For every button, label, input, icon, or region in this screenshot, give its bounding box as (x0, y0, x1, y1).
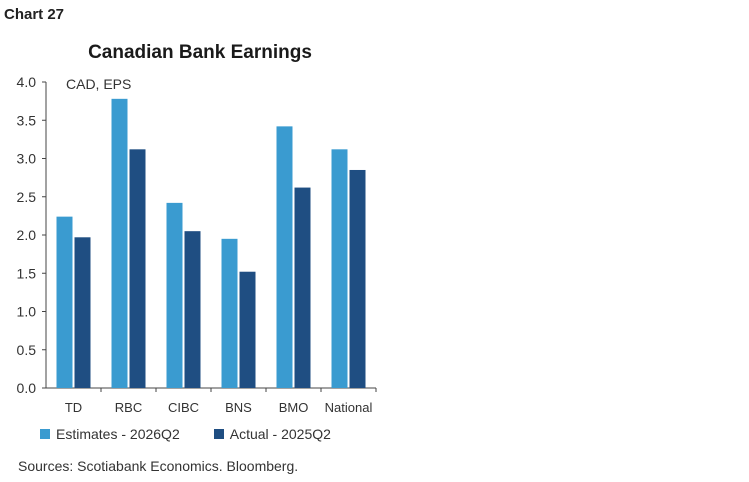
y-tick-label: 2.5 (17, 189, 37, 205)
y-tick-label: 1.0 (17, 304, 37, 320)
chart-number-label: Chart 27 (4, 6, 65, 23)
bar-estimates-cibc (166, 202, 183, 388)
y-tick-label: 3.5 (17, 112, 37, 128)
x-tick-label: RBC (115, 400, 142, 415)
chart-title: Canadian Bank Earnings (88, 42, 312, 63)
x-tick-label: TD (65, 400, 82, 415)
y-tick-label: 3.0 (17, 151, 37, 167)
bar-estimates-rbc (111, 98, 128, 388)
source-note: Sources: Scotiabank Economics. Bloomberg… (18, 458, 299, 474)
x-tick-label: BNS (225, 400, 252, 415)
bar-actual-bns (239, 271, 256, 388)
bar-estimates-bmo (276, 126, 293, 389)
legend-label-estimates: Estimates - 2026Q2 (56, 426, 180, 442)
legend-item-estimates: Estimates - 2026Q2 (40, 426, 180, 442)
legend: Estimates - 2026Q2 Actual - 2025Q2 (40, 426, 331, 442)
bar-actual-national (349, 169, 366, 388)
bar-estimates-bns (221, 238, 238, 388)
legend-swatch-estimates (40, 429, 50, 439)
y-tick-label: 1.5 (17, 265, 37, 281)
y-tick-label: 0.5 (17, 342, 37, 358)
y-tick-label: 4.0 (17, 74, 37, 90)
legend-label-actual: Actual - 2025Q2 (229, 426, 331, 442)
y-tick-label: 0.0 (17, 380, 37, 396)
bar-actual-cibc (184, 231, 201, 388)
x-tick-label: BMO (279, 400, 309, 415)
bar-actual-rbc (129, 149, 146, 388)
x-tick-label: CIBC (168, 400, 199, 415)
y-tick-label: 2.0 (17, 227, 37, 243)
bar-actual-bmo (294, 187, 311, 388)
bar-actual-td (74, 237, 91, 388)
legend-swatch-actual (213, 429, 224, 439)
x-tick-label: National (325, 400, 373, 415)
legend-item-actual: Actual - 2025Q2 (213, 426, 331, 442)
bar-estimates-td (56, 216, 73, 388)
unit-label: CAD, EPS (66, 76, 131, 92)
bar-estimates-national (331, 149, 348, 388)
